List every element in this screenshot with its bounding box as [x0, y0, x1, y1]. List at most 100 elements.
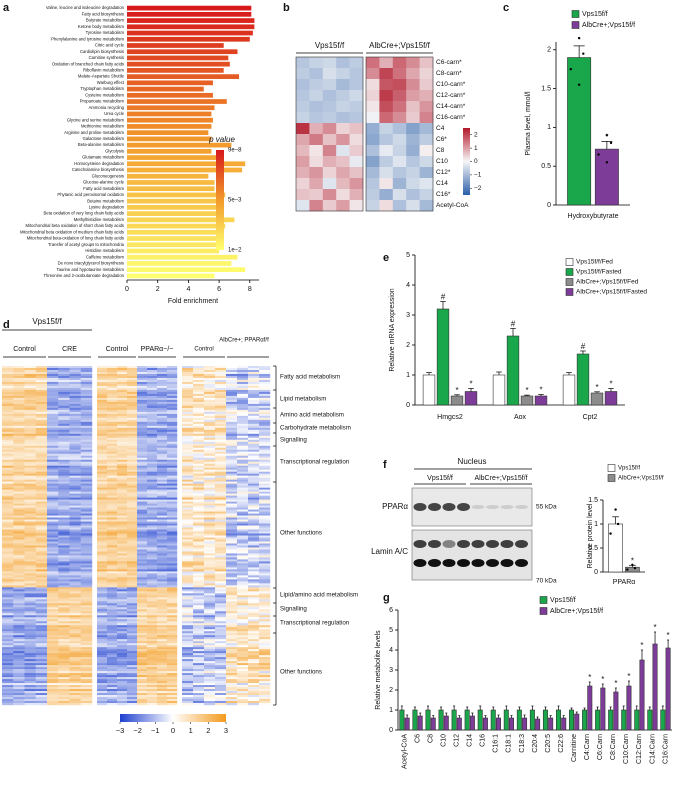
- heatmap-cell: [147, 477, 158, 480]
- heatmap-cell: [259, 641, 271, 644]
- heatmap-cell: [226, 475, 238, 478]
- heatmap-cell: [215, 567, 227, 570]
- heatmap-cell: [69, 439, 81, 442]
- heatmap-cell: [35, 627, 48, 630]
- heatmap-cell: [24, 479, 36, 482]
- heatmap-cell: [204, 565, 216, 568]
- heatmap-cell: [248, 499, 260, 502]
- heatmap-cell: [248, 623, 260, 626]
- heatmap-cell: [47, 421, 59, 425]
- bar: [127, 111, 212, 117]
- heatmap-cell: [117, 455, 128, 458]
- heatmap-cell: [137, 611, 148, 614]
- heatmap-cell: [2, 529, 14, 532]
- heatmap-cell: [58, 591, 70, 594]
- heatmap-cell: [237, 633, 249, 636]
- heatmap-cell: [80, 561, 93, 564]
- heatmap-cell: [215, 391, 227, 395]
- heatmap-cell: [58, 605, 70, 608]
- heatmap-cell: [13, 441, 25, 444]
- heatmap-cell: [215, 571, 227, 574]
- heatmap-cell: [137, 421, 148, 425]
- heatmap-cell: [248, 635, 260, 638]
- heatmap-cell: [157, 679, 168, 682]
- heatmap-cell: [259, 663, 271, 666]
- heatmap-cell: [80, 479, 93, 482]
- heatmap-cell: [259, 629, 271, 632]
- heatmap-cell: [69, 437, 81, 440]
- heatmap-cell: [80, 665, 93, 668]
- heatmap-cell: [24, 461, 36, 464]
- heatmap-cell: [80, 589, 93, 592]
- heatmap-cell: [392, 68, 407, 80]
- heatmap-cell: [2, 589, 14, 592]
- heatmap-cell: [193, 387, 205, 391]
- heatmap-cell: [24, 513, 36, 516]
- heatmap-cell: [35, 619, 48, 622]
- heatmap-cell: [97, 407, 108, 411]
- heatmap-cell: [336, 101, 350, 113]
- heatmap-cell: [137, 695, 148, 698]
- category-label: Urea cycle: [104, 111, 124, 116]
- heatmap-cell: [226, 581, 238, 584]
- heatmap-cell: [259, 539, 271, 542]
- heatmap-cell: [226, 409, 238, 413]
- heatmap-cell: [47, 451, 59, 454]
- heatmap-cell: [137, 413, 148, 417]
- heatmap-cell: [248, 497, 260, 500]
- heatmap-cell: [259, 383, 271, 387]
- heatmap-cell: [107, 409, 118, 413]
- heatmap-cell: [69, 529, 81, 532]
- heatmap-cell: [47, 571, 59, 574]
- heatmap-cell: [379, 134, 394, 146]
- heatmap-cell: [35, 645, 48, 648]
- heatmap-cell: [248, 677, 260, 680]
- heatmap-cell: [237, 637, 249, 640]
- heatmap-cell: [69, 689, 81, 692]
- heatmap-cell: [147, 493, 158, 496]
- heatmap-cell: [237, 515, 249, 518]
- heatmap-cell: [69, 703, 81, 706]
- heatmap-cell: [13, 565, 25, 568]
- heatmap-cell: [117, 453, 128, 456]
- heatmap-cell: [322, 123, 337, 135]
- heatmap-cell: [215, 469, 227, 472]
- heatmap-cell: [127, 427, 138, 431]
- heatmap-cell: [215, 545, 227, 548]
- heatmap-cell: [137, 693, 148, 696]
- heatmap-cell: [47, 629, 59, 632]
- heatmap-cell: [248, 407, 260, 411]
- heatmap-cell: [182, 425, 194, 429]
- heatmap-cell: [127, 555, 138, 558]
- heatmap-cell: [259, 627, 271, 630]
- heatmap-cell: [182, 373, 194, 377]
- heatmap-cell: [117, 367, 128, 371]
- heatmap-cell: [69, 423, 81, 427]
- heatmap-cell: [167, 507, 178, 510]
- heatmap-cell: [35, 481, 48, 484]
- heatmap-cell: [35, 443, 48, 446]
- heatmap-cell: [127, 461, 138, 464]
- heatmap-cell: [167, 649, 178, 652]
- heatmap-cell: [226, 621, 238, 624]
- heatmap-cell: [107, 677, 118, 680]
- heatmap-cell: [167, 539, 178, 542]
- heatmap-cell: [117, 366, 128, 369]
- heatmap-cell: [167, 685, 178, 688]
- heatmap-cell: [35, 647, 48, 650]
- heatmap-cell: [204, 541, 216, 544]
- heatmap-cell: [58, 473, 70, 476]
- heatmap-cell: [80, 533, 93, 536]
- heatmap-cell: [204, 366, 216, 369]
- heatmap-cell: [2, 599, 14, 602]
- heatmap-cell: [167, 487, 178, 490]
- colorbar-label: 1: [189, 726, 193, 735]
- significance: *: [653, 623, 656, 632]
- heatmap-cell: [182, 575, 194, 578]
- heatmap-cell: [226, 697, 238, 700]
- heatmap-cell: [80, 545, 93, 548]
- heatmap-cell: [127, 501, 138, 504]
- heatmap-cell: [69, 366, 81, 369]
- heatmap-cell: [117, 645, 128, 648]
- heatmap-cell: [137, 369, 148, 373]
